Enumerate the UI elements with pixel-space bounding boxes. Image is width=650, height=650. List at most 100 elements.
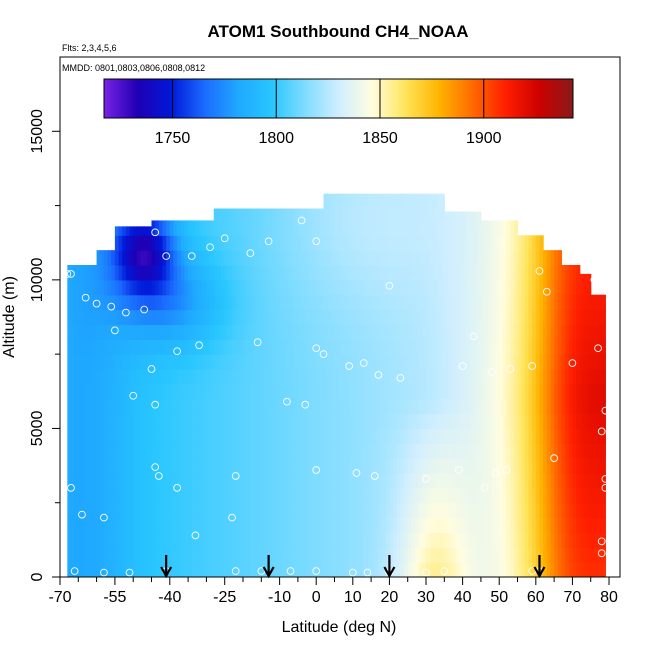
heatmap-cell bbox=[543, 502, 548, 519]
heatmap-cell bbox=[601, 339, 606, 355]
heatmap-cell bbox=[411, 294, 416, 311]
heatmap-cell bbox=[426, 502, 431, 519]
heatmap-cell bbox=[378, 279, 383, 296]
heatmap-cell bbox=[253, 532, 259, 548]
heatmap-cell bbox=[308, 398, 314, 415]
heatmap-cell bbox=[451, 517, 456, 534]
heatmap-cell bbox=[96, 354, 101, 370]
heatmap-cell bbox=[96, 532, 101, 548]
heatmap-cell bbox=[177, 458, 182, 474]
heatmap-cell bbox=[455, 532, 460, 548]
heatmap-cell bbox=[268, 369, 273, 385]
heatmap-cell bbox=[356, 339, 361, 355]
heatmap-cell bbox=[422, 235, 427, 251]
heatmap-cell bbox=[382, 309, 387, 326]
heatmap-cell bbox=[235, 398, 240, 415]
heatmap-cell bbox=[173, 532, 178, 548]
heatmap-cell bbox=[491, 443, 497, 459]
heatmap-cell bbox=[436, 265, 442, 281]
heatmap-cell bbox=[338, 413, 343, 430]
heatmap-cell bbox=[261, 473, 266, 489]
heatmap-cell bbox=[133, 339, 138, 355]
heatmap-cell bbox=[473, 220, 478, 236]
heatmap-cell bbox=[407, 220, 412, 236]
heatmap-cell bbox=[393, 294, 398, 311]
heatmap-cell bbox=[308, 532, 314, 548]
heatmap-cell bbox=[319, 443, 325, 459]
heatmap-cell bbox=[579, 398, 584, 415]
heatmap-cell bbox=[491, 383, 497, 400]
heatmap-cell bbox=[462, 339, 467, 355]
heatmap-cell bbox=[202, 309, 208, 326]
heatmap-cell bbox=[371, 517, 376, 534]
heatmap-cell bbox=[74, 383, 79, 400]
heatmap-cell bbox=[305, 562, 310, 577]
heatmap-cell bbox=[565, 354, 570, 370]
transect-arrow-head bbox=[160, 566, 173, 579]
heatmap-cell bbox=[389, 265, 394, 281]
heatmap-cell bbox=[546, 413, 552, 430]
heatmap-cell bbox=[133, 354, 138, 370]
heatmap-cell bbox=[473, 309, 478, 326]
heatmap-cell bbox=[517, 413, 522, 430]
heatmap-cell bbox=[202, 458, 208, 474]
heatmap-cell bbox=[433, 398, 438, 415]
heatmap-cell bbox=[316, 428, 321, 444]
heatmap-cell bbox=[232, 220, 237, 236]
heatmap-cell bbox=[579, 294, 584, 311]
heatmap-cell bbox=[415, 339, 420, 355]
heatmap-cell bbox=[524, 398, 530, 415]
heatmap-cell bbox=[385, 279, 391, 296]
heatmap-cell bbox=[539, 383, 544, 400]
heatmap-cell bbox=[272, 487, 277, 504]
heatmap-cell bbox=[554, 413, 559, 430]
heatmap-cell bbox=[433, 265, 438, 281]
heatmap-cell bbox=[440, 250, 445, 266]
heatmap-cell bbox=[144, 562, 149, 577]
heatmap-cell bbox=[590, 413, 595, 430]
heatmap-cell bbox=[458, 294, 464, 311]
heatmap-cell bbox=[404, 398, 409, 415]
heatmap-cell bbox=[319, 354, 325, 370]
heatmap-cell bbox=[404, 458, 409, 474]
heatmap-cell bbox=[81, 265, 87, 281]
heatmap-cell bbox=[433, 339, 438, 355]
heatmap-cell bbox=[129, 309, 134, 326]
heatmap-cell bbox=[294, 354, 299, 370]
heatmap-cell bbox=[349, 193, 354, 207]
heatmap-cell bbox=[374, 502, 380, 519]
heatmap-cell bbox=[261, 354, 266, 370]
heatmap-cell bbox=[535, 265, 541, 281]
heatmap-cell bbox=[114, 309, 120, 326]
heatmap-cell bbox=[411, 562, 416, 577]
heatmap-cell bbox=[232, 517, 237, 534]
heatmap-cell bbox=[290, 428, 295, 444]
heatmap-cell bbox=[330, 235, 336, 251]
heatmap-cell bbox=[330, 458, 336, 474]
heatmap-cell bbox=[70, 517, 76, 534]
heatmap-cell bbox=[360, 502, 365, 519]
heatmap-cell bbox=[363, 339, 369, 355]
heatmap-cell bbox=[510, 428, 515, 444]
heatmap-cell bbox=[319, 428, 325, 444]
heatmap-cell bbox=[78, 517, 83, 534]
heatmap-cell bbox=[268, 309, 273, 326]
heatmap-cell bbox=[345, 383, 350, 400]
heatmap-cell bbox=[407, 205, 412, 222]
heatmap-cell bbox=[598, 398, 603, 415]
heatmap-cell bbox=[407, 309, 412, 326]
heatmap-cell bbox=[210, 428, 215, 444]
heatmap-cell bbox=[513, 220, 519, 236]
heatmap-cell bbox=[136, 517, 142, 534]
heatmap-cell bbox=[491, 250, 497, 266]
heatmap-cell bbox=[272, 354, 277, 370]
heatmap-cell bbox=[232, 487, 237, 504]
heatmap-cell bbox=[436, 383, 442, 400]
heatmap-cell bbox=[224, 220, 229, 236]
heatmap-cell bbox=[382, 413, 387, 430]
heatmap-cell bbox=[352, 473, 358, 489]
sample-point bbox=[550, 454, 558, 462]
heatmap-cell bbox=[532, 398, 537, 415]
heatmap-cell bbox=[78, 294, 83, 311]
heatmap-cell bbox=[261, 220, 266, 236]
